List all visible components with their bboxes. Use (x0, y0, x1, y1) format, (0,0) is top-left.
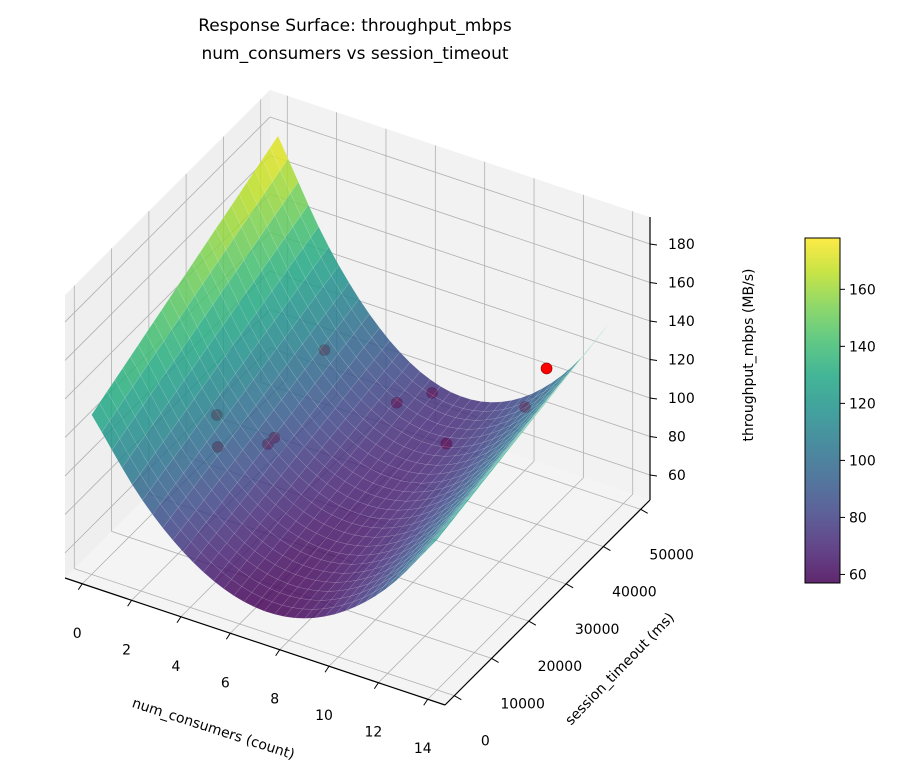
x-tick (423, 698, 429, 706)
z-tick-label: 160 (668, 275, 695, 291)
data-point (540, 362, 553, 375)
x-tick (176, 616, 182, 624)
y-tick-label: 50000 (649, 547, 694, 563)
x-tick-label: 6 (221, 675, 230, 691)
chart-title: Response Surface: throughput_mbps (198, 16, 512, 36)
surface-facet (527, 402, 546, 425)
z-tick (649, 474, 658, 477)
x-tick (77, 583, 83, 591)
y-tick (640, 508, 648, 514)
colorbar-tick-label: 100 (849, 453, 876, 469)
gridline-z-back (269, 193, 651, 322)
gridline-z-back (269, 232, 651, 360)
z-tick (649, 397, 658, 400)
gridline-x-floor (328, 460, 535, 667)
z-tick-label: 140 (668, 314, 695, 330)
axis-lines (64, 217, 658, 706)
x-tick-label: 4 (172, 659, 181, 675)
surface-mesh (91, 135, 624, 619)
x-tick-label: 12 (364, 725, 382, 741)
x-tick-label: 0 (73, 626, 82, 642)
z-tick (649, 243, 658, 246)
gridline-z-back (269, 155, 651, 283)
x-tick-label: 2 (122, 642, 131, 658)
y-tick (528, 620, 537, 626)
colorbar-tick-label: 120 (849, 396, 876, 412)
y-tick-label: 20000 (538, 659, 583, 675)
gridline-y-floor (74, 568, 455, 697)
y-tick-label: 40000 (612, 585, 657, 601)
z-tick-label: 60 (668, 468, 686, 484)
surface-facet (426, 529, 445, 551)
y-tick (603, 546, 611, 552)
x-tick (127, 599, 133, 607)
z-tick-label: 100 (668, 391, 695, 407)
colorbar-tick-label: 80 (849, 510, 867, 526)
x-axis-line (64, 577, 446, 706)
colorbar-tick-label: 60 (849, 567, 867, 583)
gridline-z-left (64, 116, 271, 323)
x-tick-label: 10 (315, 708, 333, 724)
x-tick-label: 8 (270, 692, 279, 708)
gridline-x-floor (427, 493, 634, 700)
z-tick-label: 180 (668, 237, 695, 253)
y-tick-label: 0 (481, 734, 490, 750)
surface-facet (550, 373, 570, 396)
surface-facet (512, 422, 531, 444)
surface-facet (535, 393, 554, 415)
x-tick (324, 665, 330, 673)
z-tick (649, 435, 658, 438)
y-tick (565, 583, 574, 589)
x-tick (225, 632, 231, 640)
z-tick-label: 80 (668, 429, 686, 445)
y-axis-line (444, 499, 651, 706)
z-tick-label: 120 (668, 352, 695, 368)
chart-subtitle: num_consumers vs session_timeout (201, 44, 508, 64)
colorbar: 60 80 100 120 140 160 (804, 237, 876, 584)
z-tick (649, 320, 658, 323)
colorbar-tick-label: 160 (849, 282, 876, 298)
x-tick-label: 14 (414, 741, 432, 757)
z-axis-label: throughput_mbps (MB/s) (741, 268, 757, 441)
colorbar-tick-label: 140 (849, 339, 876, 355)
gridline-z-left (64, 155, 271, 361)
x-tick (373, 682, 379, 690)
z-tick (649, 358, 658, 361)
gridline-x-floor (378, 477, 584, 684)
gridline-z-back (269, 116, 651, 245)
y-tick (491, 657, 499, 663)
surface-facet (597, 314, 616, 338)
y-tick-label: 10000 (500, 696, 545, 712)
y-tick (454, 695, 462, 701)
y-tick-label: 30000 (575, 622, 620, 638)
colorbar-gradient (804, 237, 841, 584)
z-tick (649, 281, 658, 284)
x-tick (275, 649, 281, 657)
surface-facet (519, 412, 539, 435)
